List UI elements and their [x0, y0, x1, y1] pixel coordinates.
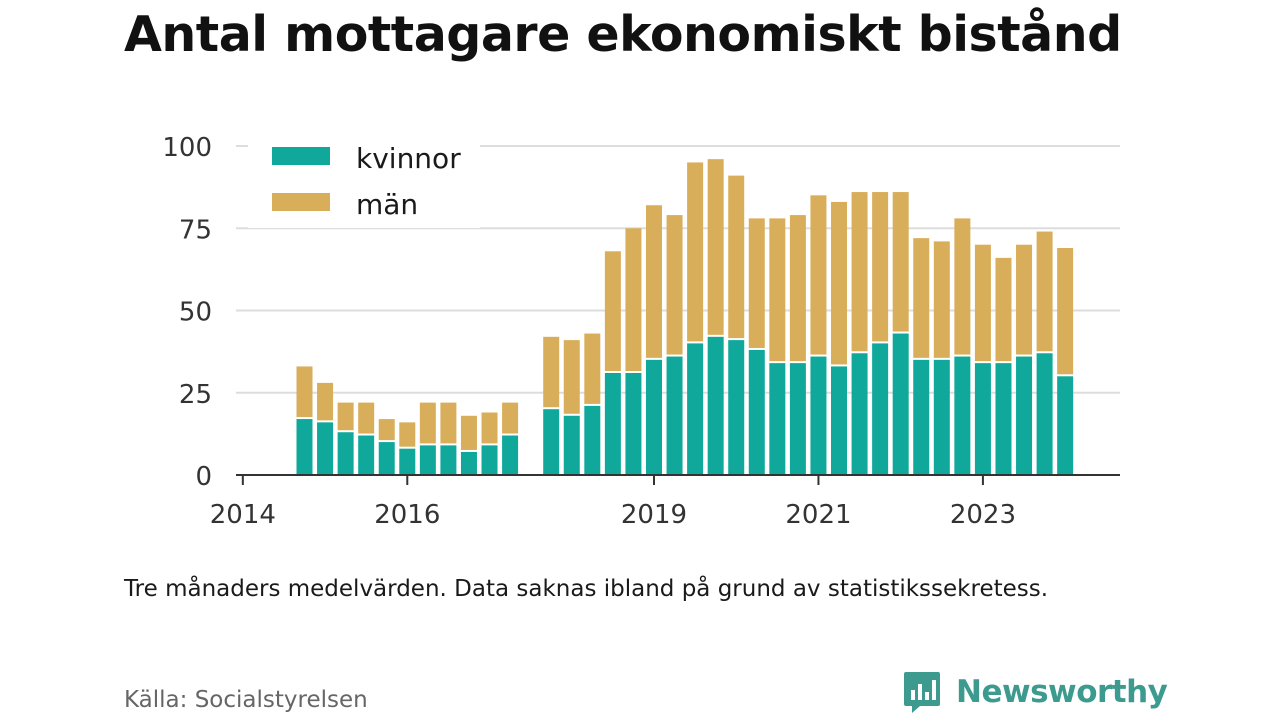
legend-label-man: män [356, 188, 418, 221]
bar-kvinnor [995, 363, 1012, 475]
bar-kvinnor [563, 415, 580, 475]
bar-man [378, 419, 395, 441]
bar-man [831, 201, 848, 365]
bar-kvinnor [1057, 376, 1074, 475]
bar-kvinnor [440, 445, 457, 475]
bar-kvinnor [974, 363, 991, 475]
brand-logo: Newsworthy [902, 670, 1168, 714]
bar-man [296, 366, 313, 418]
bar-man [399, 422, 416, 447]
bar-kvinnor [666, 356, 683, 475]
bar-man [481, 412, 498, 444]
bar-man [358, 402, 375, 434]
bar-man [933, 241, 950, 358]
bar-man [851, 192, 868, 352]
y-tick-label: 50 [179, 298, 212, 328]
bar-kvinnor [728, 340, 745, 475]
bar-kvinnor [460, 451, 477, 475]
bar-man [440, 402, 457, 444]
bar-kvinnor [337, 432, 354, 475]
bar-man [707, 159, 724, 335]
bar-kvinnor [769, 363, 786, 475]
bar-man [769, 218, 786, 362]
bar-man [954, 218, 971, 355]
bar-kvinnor [317, 422, 334, 475]
bar-man [1057, 247, 1074, 375]
bar-kvinnor [625, 373, 642, 475]
bar-man [666, 215, 683, 355]
bar-kvinnor [584, 405, 601, 475]
bar-man [1036, 231, 1053, 352]
bar-kvinnor [913, 359, 930, 475]
legend-label-kvinnor: kvinnor [356, 142, 461, 175]
bar-kvinnor [810, 356, 827, 475]
x-axis-ticks: 2014 2016 2019 2021 2023 [210, 475, 1016, 530]
y-tick-label: 100 [162, 133, 212, 163]
bar-man [995, 257, 1012, 362]
bar-kvinnor [604, 373, 621, 475]
chart-note: Tre månaders medelvärden. Data saknas ib… [124, 576, 1049, 602]
bar-kvinnor [399, 448, 416, 475]
x-tick-label: 2019 [621, 500, 687, 530]
bar-man [625, 228, 642, 372]
stacked-bar-chart: 0 25 50 75 100 2014 2016 2019 2021 2023 kvinnor … [162, 133, 1120, 530]
bar-kvinnor [748, 349, 765, 475]
bar-kvinnor [789, 363, 806, 475]
bar-kvinnor [419, 445, 436, 475]
y-tick-label: 0 [195, 462, 212, 492]
legend-swatch-man [272, 193, 330, 211]
bar-kvinnor [296, 419, 313, 475]
bar-kvinnor [502, 435, 519, 475]
bar-man [789, 215, 806, 362]
bar-kvinnor [481, 445, 498, 475]
newsworthy-logo-icon [904, 672, 940, 713]
x-tick-label: 2016 [374, 500, 440, 530]
bar-man [892, 192, 909, 332]
bar-man [1016, 244, 1033, 355]
y-axis-ticks: 0 25 50 75 100 [162, 133, 212, 492]
legend-swatch-kvinnor [272, 147, 330, 165]
bar-man [913, 238, 930, 358]
y-tick-label: 75 [179, 215, 212, 245]
bar-man [604, 251, 621, 372]
bar-kvinnor [687, 343, 704, 475]
bar-man [460, 415, 477, 450]
brand-name: Newsworthy [956, 674, 1168, 710]
bar-kvinnor [543, 409, 560, 475]
bars [296, 159, 1074, 475]
bar-man [974, 244, 991, 362]
bar-kvinnor [645, 359, 662, 475]
bar-kvinnor [378, 442, 395, 475]
bar-kvinnor [1016, 356, 1033, 475]
bar-man [748, 218, 765, 348]
bar-man [872, 192, 889, 342]
bar-kvinnor [933, 359, 950, 475]
bar-kvinnor [358, 435, 375, 475]
bar-kvinnor [954, 356, 971, 475]
x-tick-label: 2014 [210, 500, 276, 530]
x-tick-label: 2021 [785, 500, 851, 530]
bar-man [317, 382, 334, 421]
y-tick-label: 25 [179, 380, 212, 410]
bar-kvinnor [872, 343, 889, 475]
bar-man [728, 175, 745, 339]
bar-man [543, 336, 560, 408]
legend: kvinnor män [248, 138, 480, 228]
bar-man [502, 402, 519, 434]
chart-title: Antal mottagare ekonomiskt bistånd [124, 6, 1122, 63]
bar-man [687, 162, 704, 342]
bar-kvinnor [892, 333, 909, 475]
bar-man [337, 402, 354, 431]
bar-kvinnor [851, 353, 868, 475]
x-tick-label: 2023 [950, 500, 1016, 530]
bar-kvinnor [1036, 353, 1053, 475]
source-text: Källa: Socialstyrelsen [124, 687, 368, 713]
bar-man [563, 340, 580, 414]
bar-kvinnor [831, 366, 848, 475]
bar-man [584, 333, 601, 404]
bar-kvinnor [707, 336, 724, 475]
bar-man [810, 195, 827, 355]
bar-man [645, 205, 662, 358]
bar-man [419, 402, 436, 444]
